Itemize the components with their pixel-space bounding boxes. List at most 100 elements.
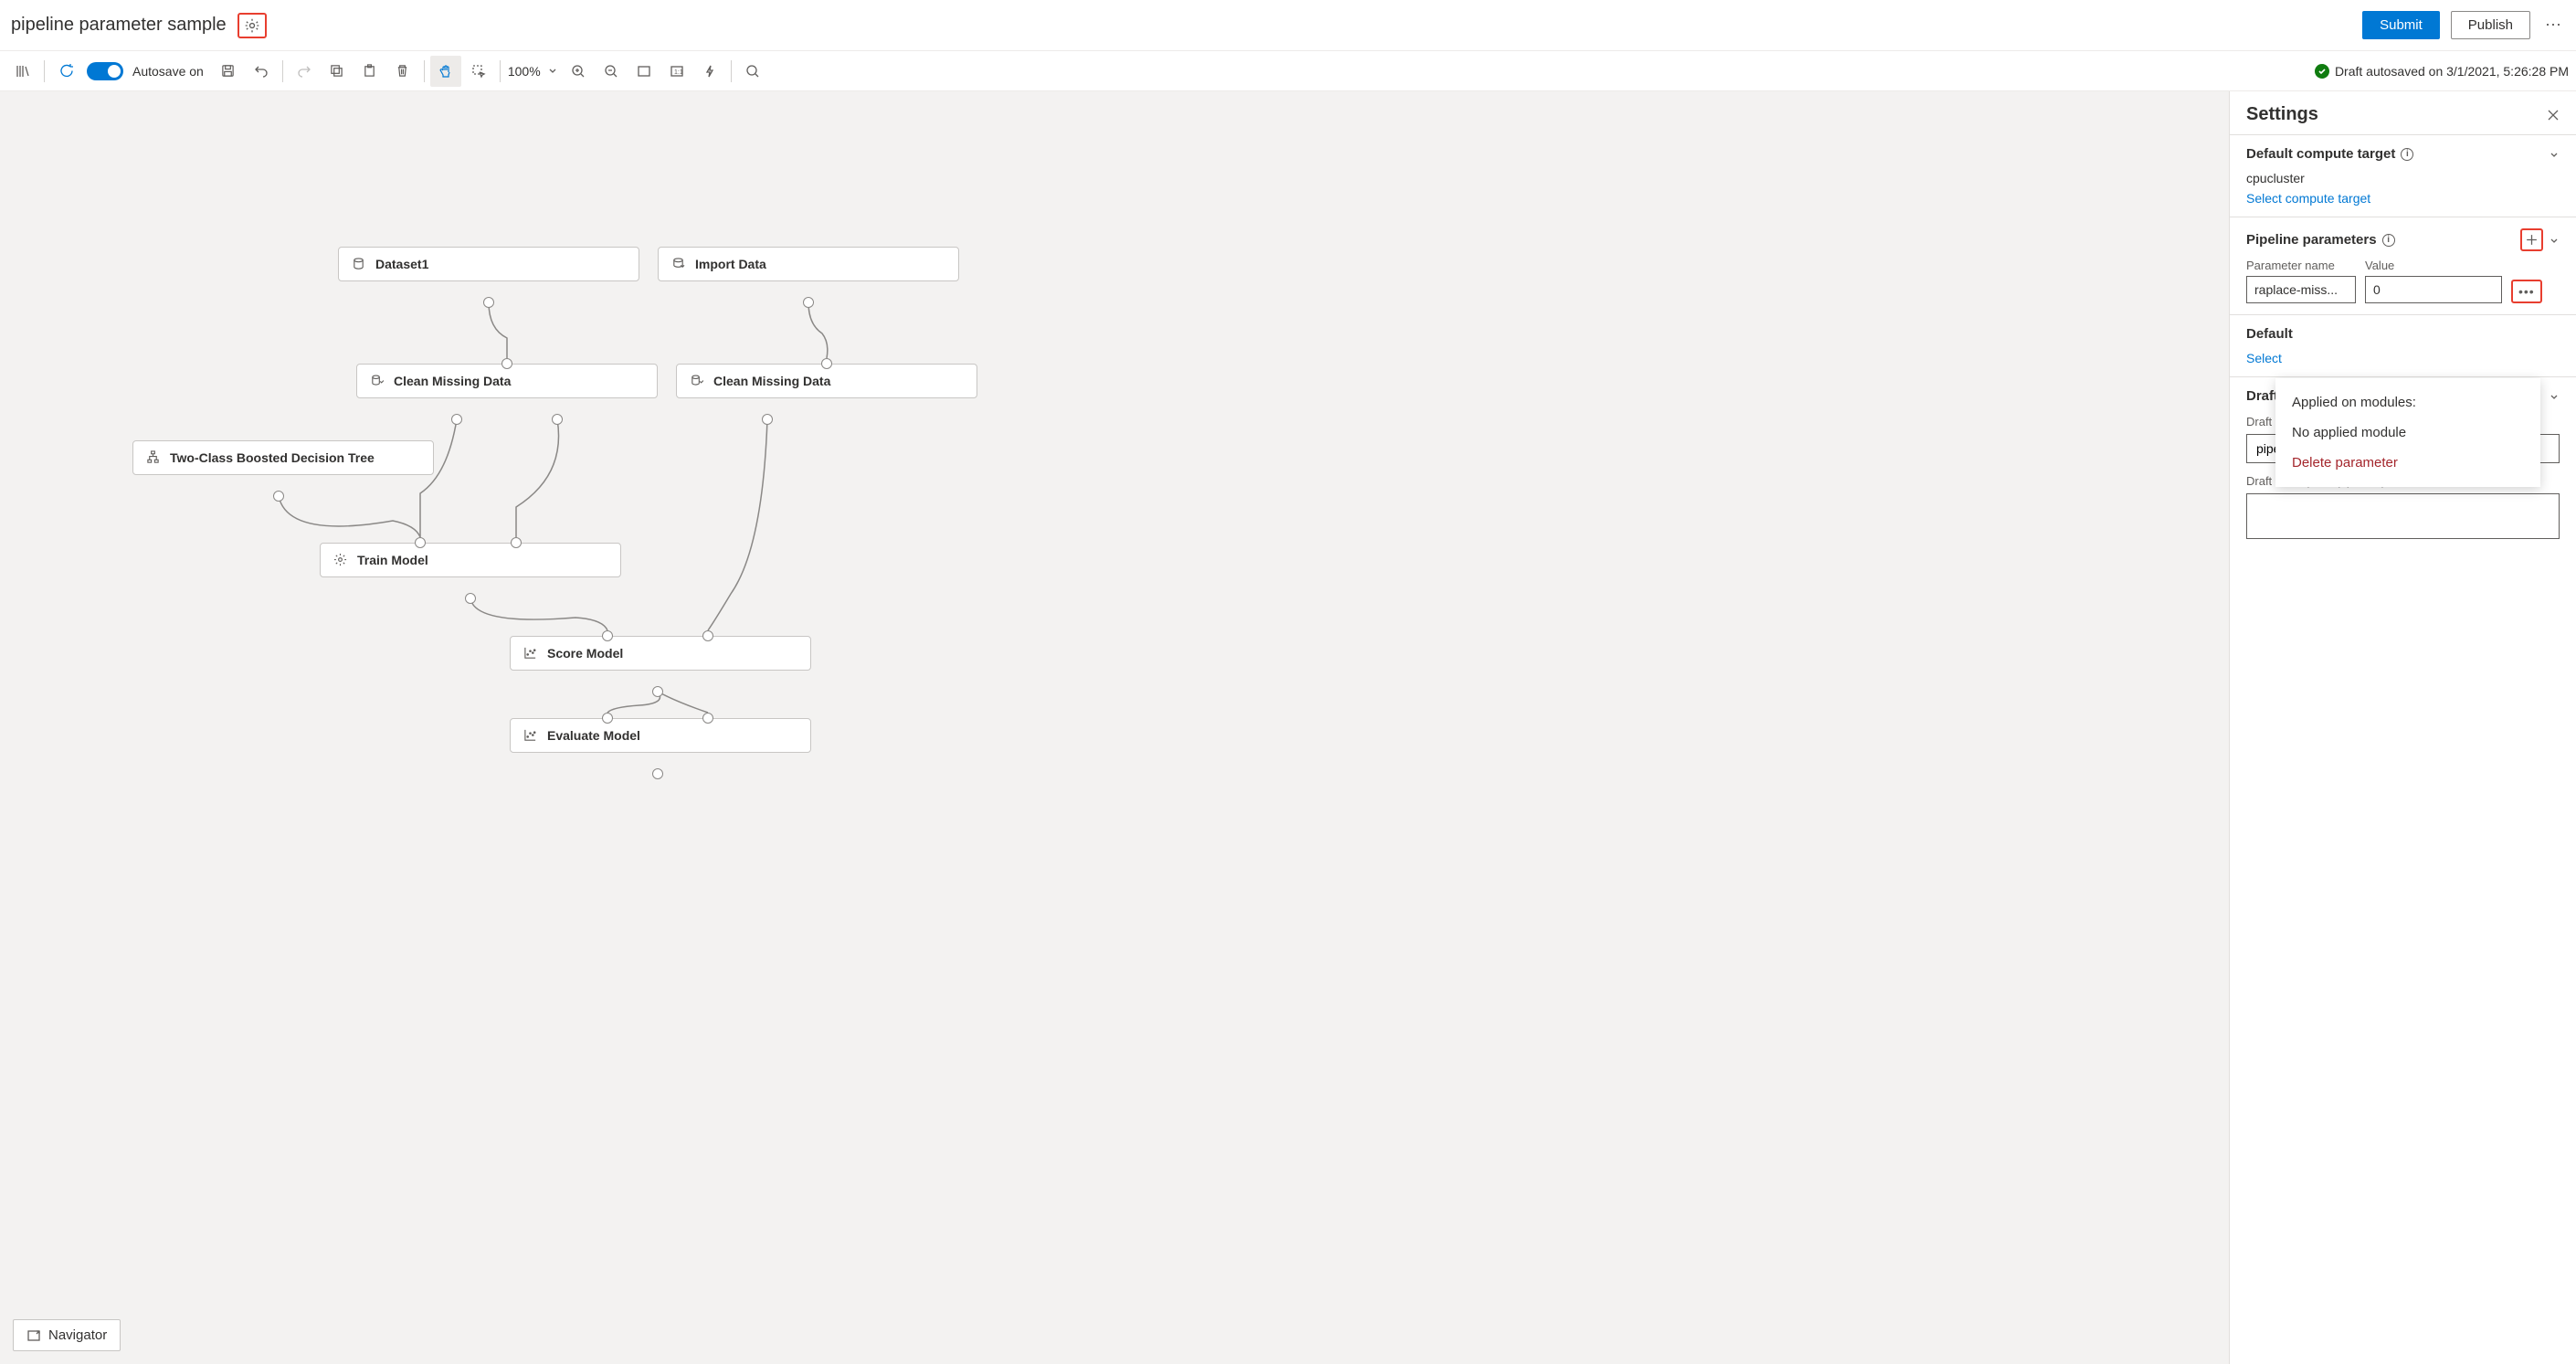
autosave-label: Autosave on (132, 64, 204, 79)
compute-name: cpucluster (2246, 171, 2560, 185)
graph-edge (279, 496, 420, 537)
graph-edge (658, 692, 708, 713)
node-port[interactable] (501, 358, 512, 369)
graph-edge (708, 419, 767, 630)
copy-icon[interactable] (322, 56, 353, 87)
param-name-input[interactable]: raplace-miss... (2246, 276, 2356, 303)
chevron-down-icon[interactable] (2549, 149, 2560, 160)
header-bar: pipeline parameter sample Submit Publish… (0, 0, 2576, 51)
database-icon (352, 257, 366, 271)
node-port[interactable] (762, 414, 773, 425)
graph-node-train[interactable]: Train Model (320, 543, 621, 577)
settings-header: Settings (2230, 91, 2576, 134)
svg-text:1:1: 1:1 (674, 69, 683, 76)
select-datastore-link[interactable]: Select (2246, 351, 2560, 365)
toolbar-separator (424, 60, 425, 82)
redo-icon[interactable] (289, 56, 320, 87)
search-icon[interactable] (737, 56, 768, 87)
node-port[interactable] (702, 630, 713, 641)
node-port[interactable] (602, 713, 613, 724)
default-datastore-header[interactable]: Default (2246, 326, 2560, 342)
node-port[interactable] (451, 414, 462, 425)
node-label: Dataset1 (375, 257, 428, 271)
paste-icon[interactable] (354, 56, 385, 87)
toolbar-status: Draft autosaved on 3/1/2021, 5:26:28 PM (2315, 64, 2569, 79)
param-value-input[interactable]: 0 (2365, 276, 2502, 303)
header-left: pipeline parameter sample (11, 13, 267, 38)
pan-icon[interactable] (430, 56, 461, 87)
toolbar-separator (44, 60, 45, 82)
default-compute-section: Default compute target i cpucluster Sele… (2230, 134, 2576, 217)
node-port[interactable] (273, 491, 284, 502)
navigator-label: Navigator (48, 1327, 107, 1343)
plus-icon (2525, 233, 2539, 247)
zoom-in-icon[interactable] (563, 56, 594, 87)
actual-size-icon[interactable]: 1:1 (661, 56, 692, 87)
node-port[interactable] (511, 537, 522, 548)
graph-node-import[interactable]: Import Data (658, 247, 959, 281)
chart-icon (523, 728, 538, 743)
info-icon[interactable]: i (2382, 234, 2395, 247)
graph-edge (516, 419, 559, 537)
node-port[interactable] (465, 593, 476, 604)
draft-desc-input[interactable] (2246, 493, 2560, 539)
refresh-icon[interactable] (50, 56, 81, 87)
library-icon[interactable] (7, 56, 38, 87)
settings-panel: Settings Default compute target i cpuclu… (2229, 91, 2576, 1364)
node-port[interactable] (652, 686, 663, 697)
zoom-out-icon[interactable] (596, 56, 627, 87)
chart-icon (523, 646, 538, 661)
parameter-popup: Applied on modules: No applied module De… (2275, 378, 2540, 487)
delete-icon[interactable] (387, 56, 418, 87)
delete-parameter-link[interactable]: Delete parameter (2275, 448, 2540, 478)
chevron-down-icon[interactable] (544, 56, 561, 87)
autorun-icon[interactable] (694, 56, 725, 87)
node-label: Two-Class Boosted Decision Tree (170, 450, 375, 465)
node-label: Clean Missing Data (713, 374, 830, 388)
graph-edge (607, 692, 660, 713)
select-icon[interactable] (463, 56, 494, 87)
graph-node-eval[interactable]: Evaluate Model (510, 718, 811, 753)
add-parameter-button[interactable] (2520, 228, 2543, 251)
close-icon[interactable] (2547, 109, 2560, 122)
fit-icon[interactable] (628, 56, 660, 87)
publish-button[interactable]: Publish (2451, 11, 2530, 39)
tree-icon (146, 450, 161, 465)
save-icon[interactable] (213, 56, 244, 87)
default-compute-header[interactable]: Default compute target i (2246, 146, 2560, 162)
chevron-down-icon[interactable] (2549, 391, 2560, 402)
node-port[interactable] (803, 297, 814, 308)
info-icon[interactable]: i (2401, 148, 2413, 161)
settings-gear-highlight[interactable] (238, 13, 267, 38)
node-port[interactable] (821, 358, 832, 369)
navigator-button[interactable]: Navigator (13, 1319, 121, 1351)
node-port[interactable] (652, 768, 663, 779)
main-area: Dataset1Import DataClean Missing DataCle… (0, 91, 2576, 1364)
autosave-toggle[interactable] (87, 62, 123, 80)
more-menu-icon[interactable]: ⋯ (2541, 12, 2565, 38)
graph-edge (420, 419, 457, 537)
clean-icon (370, 374, 385, 388)
canvas[interactable]: Dataset1Import DataClean Missing DataCle… (0, 91, 2229, 1364)
node-port[interactable] (483, 297, 494, 308)
node-port[interactable] (602, 630, 613, 641)
gear-icon (244, 17, 260, 34)
settings-title: Settings (2246, 104, 2318, 125)
select-compute-link[interactable]: Select compute target (2246, 191, 2560, 206)
graph-node-tree[interactable]: Two-Class Boosted Decision Tree (132, 440, 434, 475)
graph-node-dataset1[interactable]: Dataset1 (338, 247, 639, 281)
pipeline-params-section: Pipeline parameters i Parameter name rap… (2230, 217, 2576, 314)
undo-icon[interactable] (246, 56, 277, 87)
applied-modules-heading: Applied on modules: (2275, 387, 2540, 418)
param-name-label: Parameter name (2246, 259, 2356, 272)
submit-button[interactable]: Submit (2362, 11, 2440, 39)
node-port[interactable] (552, 414, 563, 425)
node-port[interactable] (702, 713, 713, 724)
header-right: Submit Publish ⋯ (2362, 11, 2565, 39)
train-icon (333, 553, 348, 567)
zoom-level[interactable]: 100% (508, 64, 541, 79)
graph-node-score[interactable]: Score Model (510, 636, 811, 671)
param-more-button[interactable]: ••• (2511, 280, 2542, 303)
node-port[interactable] (415, 537, 426, 548)
chevron-down-icon[interactable] (2549, 235, 2560, 246)
